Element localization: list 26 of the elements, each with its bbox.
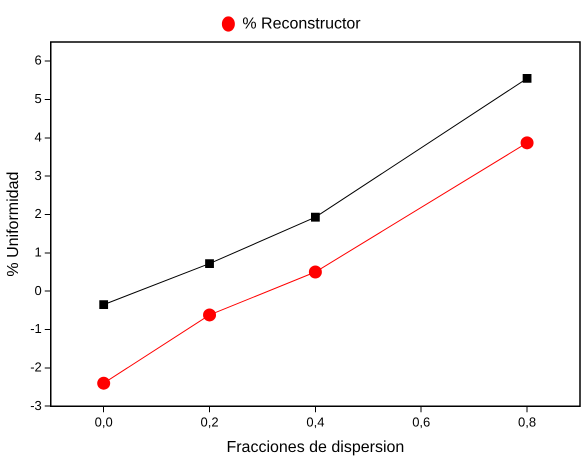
x-tick-label: 0,0 [94, 414, 113, 430]
x-tick-label: 0,4 [306, 414, 324, 430]
y-tick-label: 0 [34, 282, 42, 298]
point [522, 74, 532, 83]
point [308, 266, 322, 279]
point [99, 300, 108, 309]
point [203, 308, 216, 322]
y-tick-label: 5 [34, 91, 42, 106]
x-tick-label: 0,2 [200, 414, 219, 430]
legend-label: % Reconstructor [242, 15, 362, 32]
y-tick-label: 3 [34, 168, 42, 183]
x-tick-label: 0,6 [412, 414, 430, 430]
y-tick-label: 6 [34, 52, 42, 68]
y-tick-label: -2 [30, 359, 42, 374]
y-tick-label: 4 [34, 129, 42, 144]
x-axis-title: Fracciones de dispersion [226, 438, 404, 456]
y-tick-label: 2 [34, 206, 42, 222]
y-tick-label: -3 [30, 398, 42, 413]
point [97, 376, 110, 390]
x-tick-label: 0,8 [518, 414, 536, 430]
y-tick-label: 1 [34, 244, 42, 260]
y-tick-label: -1 [30, 321, 42, 336]
point [310, 212, 320, 222]
point [520, 136, 534, 150]
point [205, 259, 214, 268]
y-axis-title: % Uniformidad [5, 172, 22, 277]
